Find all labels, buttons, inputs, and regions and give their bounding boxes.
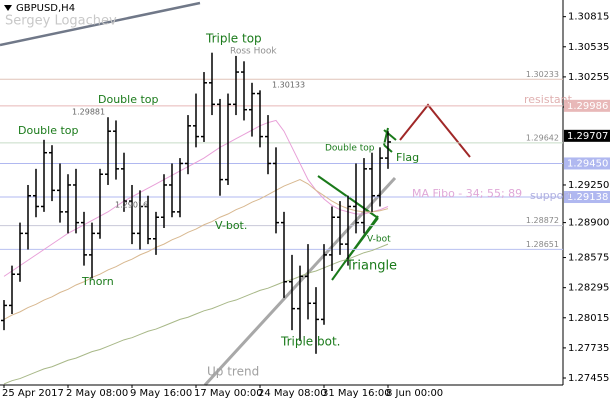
x-tick-label: 24 May 08:00 [258, 388, 327, 399]
annotation: Double top [98, 93, 159, 106]
annotation: MA Fibo - 34; 55; 89 [412, 187, 522, 200]
y-tick-label: 1.27455 [568, 373, 609, 384]
forecast-path [399, 103, 471, 158]
annotation: Flag [396, 151, 419, 164]
annotation: Double top [325, 144, 375, 154]
x-tick-label: 31 May 16:00 [322, 388, 391, 399]
watermark: Sergey Logachev [5, 14, 117, 29]
y-tick-label: 1.30535 [568, 42, 609, 53]
annotation: Ross Hook [230, 47, 277, 57]
annotation: Triple top [205, 32, 262, 46]
annotation: Triple bot. [280, 335, 340, 349]
y-tick-label: 1.29250 [568, 180, 609, 191]
x-tick-label: 17 May 00:00 [194, 388, 263, 399]
annotation: Up trend [207, 365, 259, 379]
annotation: Double top [18, 124, 79, 137]
level-label: 1.28872 [526, 216, 559, 225]
y-tick-label: 1.28295 [568, 283, 609, 294]
flag-line [383, 129, 397, 141]
flag-line [383, 127, 389, 146]
level-label: 1.29642 [526, 133, 559, 142]
symbol: GBPUSD,H4 [16, 3, 75, 14]
price-box-label: 1.29707 [567, 131, 608, 142]
price-box [564, 99, 610, 112]
x-tick-label: 9 May 16:00 [130, 388, 192, 399]
annotation: support [530, 189, 573, 202]
price-box-label: 1.29450 [567, 158, 608, 169]
price-note: 1.30133 [272, 81, 305, 90]
annotation: Thorn [81, 275, 114, 288]
y-tick-label: 1.28015 [568, 313, 609, 324]
y-tick-label: 1.28575 [568, 253, 609, 264]
annotation: V-bot [367, 235, 391, 245]
x-tick-label: 8 Jun 00:00 [386, 388, 443, 399]
trend-line [0, 1, 201, 47]
y-tick-label: 1.30255 [568, 72, 609, 83]
level-label: 1.30233 [526, 70, 559, 79]
y-tick-label: 1.27735 [568, 343, 609, 354]
annotation: resistant [524, 93, 573, 106]
price-note: 1.29881 [72, 108, 105, 117]
x-tick-label: 2 May 08:00 [66, 388, 128, 399]
price-box [564, 157, 610, 170]
level-label: 1.28651 [526, 240, 559, 249]
moving-average [3, 179, 389, 320]
price-box-label: 1.29138 [567, 192, 608, 203]
y-tick-label: 1.30815 [568, 12, 609, 23]
price-box [564, 129, 610, 142]
annotation: V-bot. [215, 219, 247, 232]
price-box [564, 191, 610, 204]
symbol-icon [4, 5, 12, 11]
x-tick-label: 25 Apr 2017 [2, 388, 64, 399]
price-note: 1.29016 [115, 201, 148, 210]
annotation: Triangle [345, 259, 397, 274]
price-box-label: 1.29986 [567, 101, 608, 112]
y-tick-label: 1.28900 [568, 218, 609, 229]
